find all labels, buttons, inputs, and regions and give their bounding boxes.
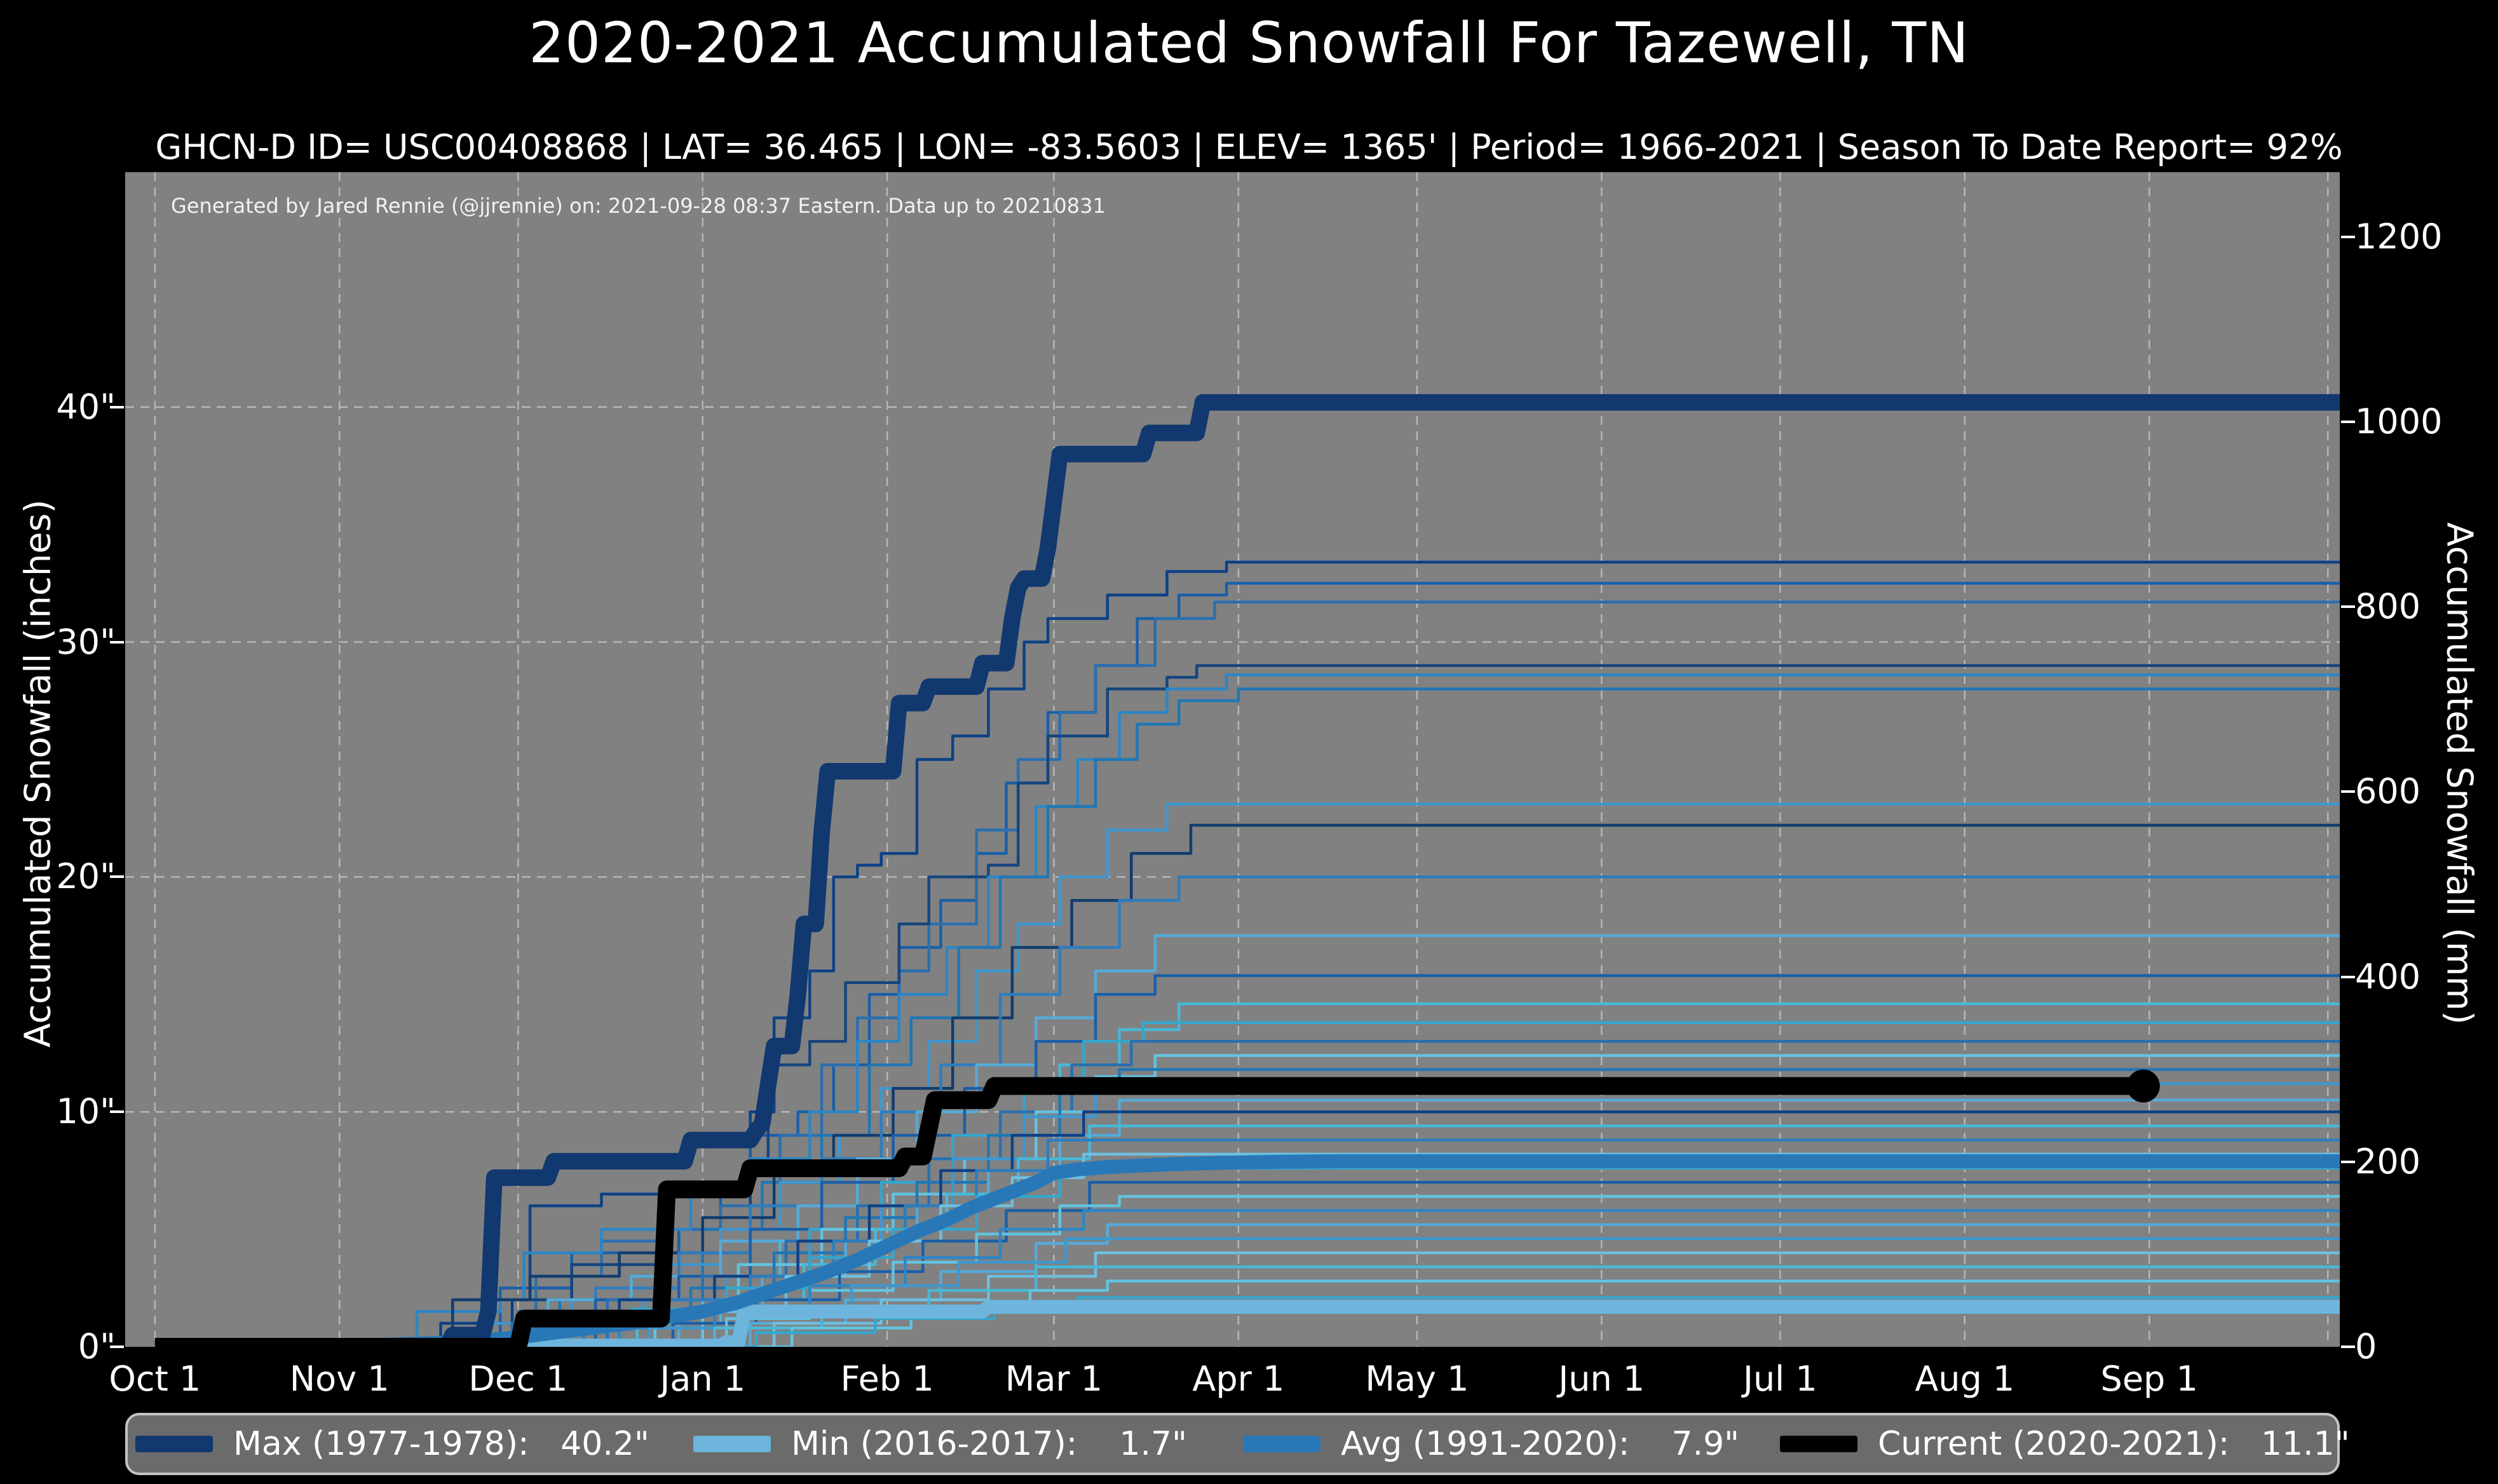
season-line [154, 823, 2340, 1347]
season-line [154, 581, 2340, 1347]
x-tick-label: Aug 1 [1915, 1359, 2015, 1399]
tick-mark [2341, 605, 2355, 609]
page-title: 2020-2021 Accumulated Snowfall For Tazew… [529, 10, 1969, 76]
station-subtitle: GHCN-D ID= USC00408868 | LAT= 36.465 | L… [155, 127, 2343, 167]
y-tick-label-mm: 200 [2355, 1141, 2421, 1182]
tick-mark [2341, 421, 2355, 424]
y-tick-label-inches: 40" [56, 386, 116, 427]
x-tick-label: Apr 1 [1192, 1359, 1285, 1399]
y-tick-label-mm: 1000 [2355, 401, 2443, 442]
season-line [154, 1251, 2340, 1347]
generated-by-annotation: Generated by Jared Rennie (@jjrennie) on… [171, 194, 1106, 218]
tick-mark [2341, 790, 2355, 793]
x-tick-label: May 1 [1365, 1359, 1469, 1399]
season-line [154, 560, 2340, 1347]
tick-mark [110, 1110, 124, 1114]
y-tick-label-inches: 20" [56, 856, 116, 897]
x-tick-label: Sep 1 [2100, 1359, 2198, 1399]
x-tick-label: Jul 1 [1743, 1359, 1817, 1399]
legend-label-current: Current (2020-2021): 11.1" [1878, 1425, 2350, 1463]
tick-mark [2341, 1160, 2355, 1163]
y-tick-label-inches: 30" [56, 621, 116, 662]
tick-mark [110, 405, 124, 408]
legend-item-avg: Avg (1991-2020): 7.9" [1243, 1415, 1739, 1473]
avg-line-swatch [1243, 1436, 1320, 1452]
tick-mark [2341, 1346, 2355, 1348]
y-tick-label-inches: 0" [78, 1326, 116, 1366]
x-tick-label: Feb 1 [840, 1359, 934, 1399]
tick-mark [110, 1346, 124, 1348]
x-tick-label: Dec 1 [468, 1359, 568, 1399]
y-tick-label-inches: 10" [56, 1091, 116, 1132]
y-tick-label-mm: 400 [2355, 956, 2421, 997]
tick-mark [2341, 975, 2355, 978]
legend-item-max: Max (1977-1978): 40.2" [135, 1415, 649, 1473]
legend-item-current: Current (2020-2021): 11.1" [1780, 1415, 2350, 1473]
season-line [154, 664, 2340, 1347]
season-line [154, 673, 2340, 1347]
legend-label-min: Min (2016-2017): 1.7" [791, 1425, 1188, 1463]
legend-item-min: Min (2016-2017): 1.7" [693, 1415, 1187, 1473]
tick-mark [110, 640, 124, 644]
min-line-swatch [693, 1436, 771, 1452]
x-tick-label: Jan 1 [660, 1359, 746, 1399]
y-tick-label-mm: 0 [2355, 1326, 2377, 1366]
avg-line [154, 1154, 2340, 1347]
legend-label-avg: Avg (1991-2020): 7.9" [1341, 1425, 1740, 1463]
y-tick-label-mm: 1200 [2355, 216, 2443, 257]
x-tick-label: Mar 1 [1005, 1359, 1103, 1399]
y-axis-label-inches: Accumulated Snowfall (inches) [17, 499, 59, 1048]
legend-label-max: Max (1977-1978): 40.2" [233, 1425, 649, 1463]
tick-mark [110, 875, 124, 879]
current-end-dot [2126, 1069, 2160, 1103]
plot-area: Generated by Jared Rennie (@jjrennie) on… [125, 172, 2340, 1347]
max-line-swatch [135, 1436, 213, 1452]
y-tick-label-mm: 800 [2355, 586, 2421, 627]
legend: Max (1977-1978): 40.2" Min (2016-2017): … [125, 1413, 2350, 1475]
current-line-swatch [1780, 1436, 1857, 1452]
tick-mark [2341, 235, 2355, 238]
y-tick-label-mm: 600 [2355, 771, 2421, 812]
x-tick-label: Jun 1 [1558, 1359, 1645, 1399]
x-tick-label: Oct 1 [109, 1359, 201, 1399]
season-line [154, 687, 2340, 1347]
snowfall-chart [125, 172, 2340, 1347]
current-line [154, 1077, 2143, 1347]
x-tick-label: Nov 1 [289, 1359, 390, 1399]
max-line [154, 394, 2340, 1347]
y-axis-label-mm: Accumulated Snowfall (mm) [2438, 522, 2480, 1025]
season-line [154, 1124, 2340, 1347]
